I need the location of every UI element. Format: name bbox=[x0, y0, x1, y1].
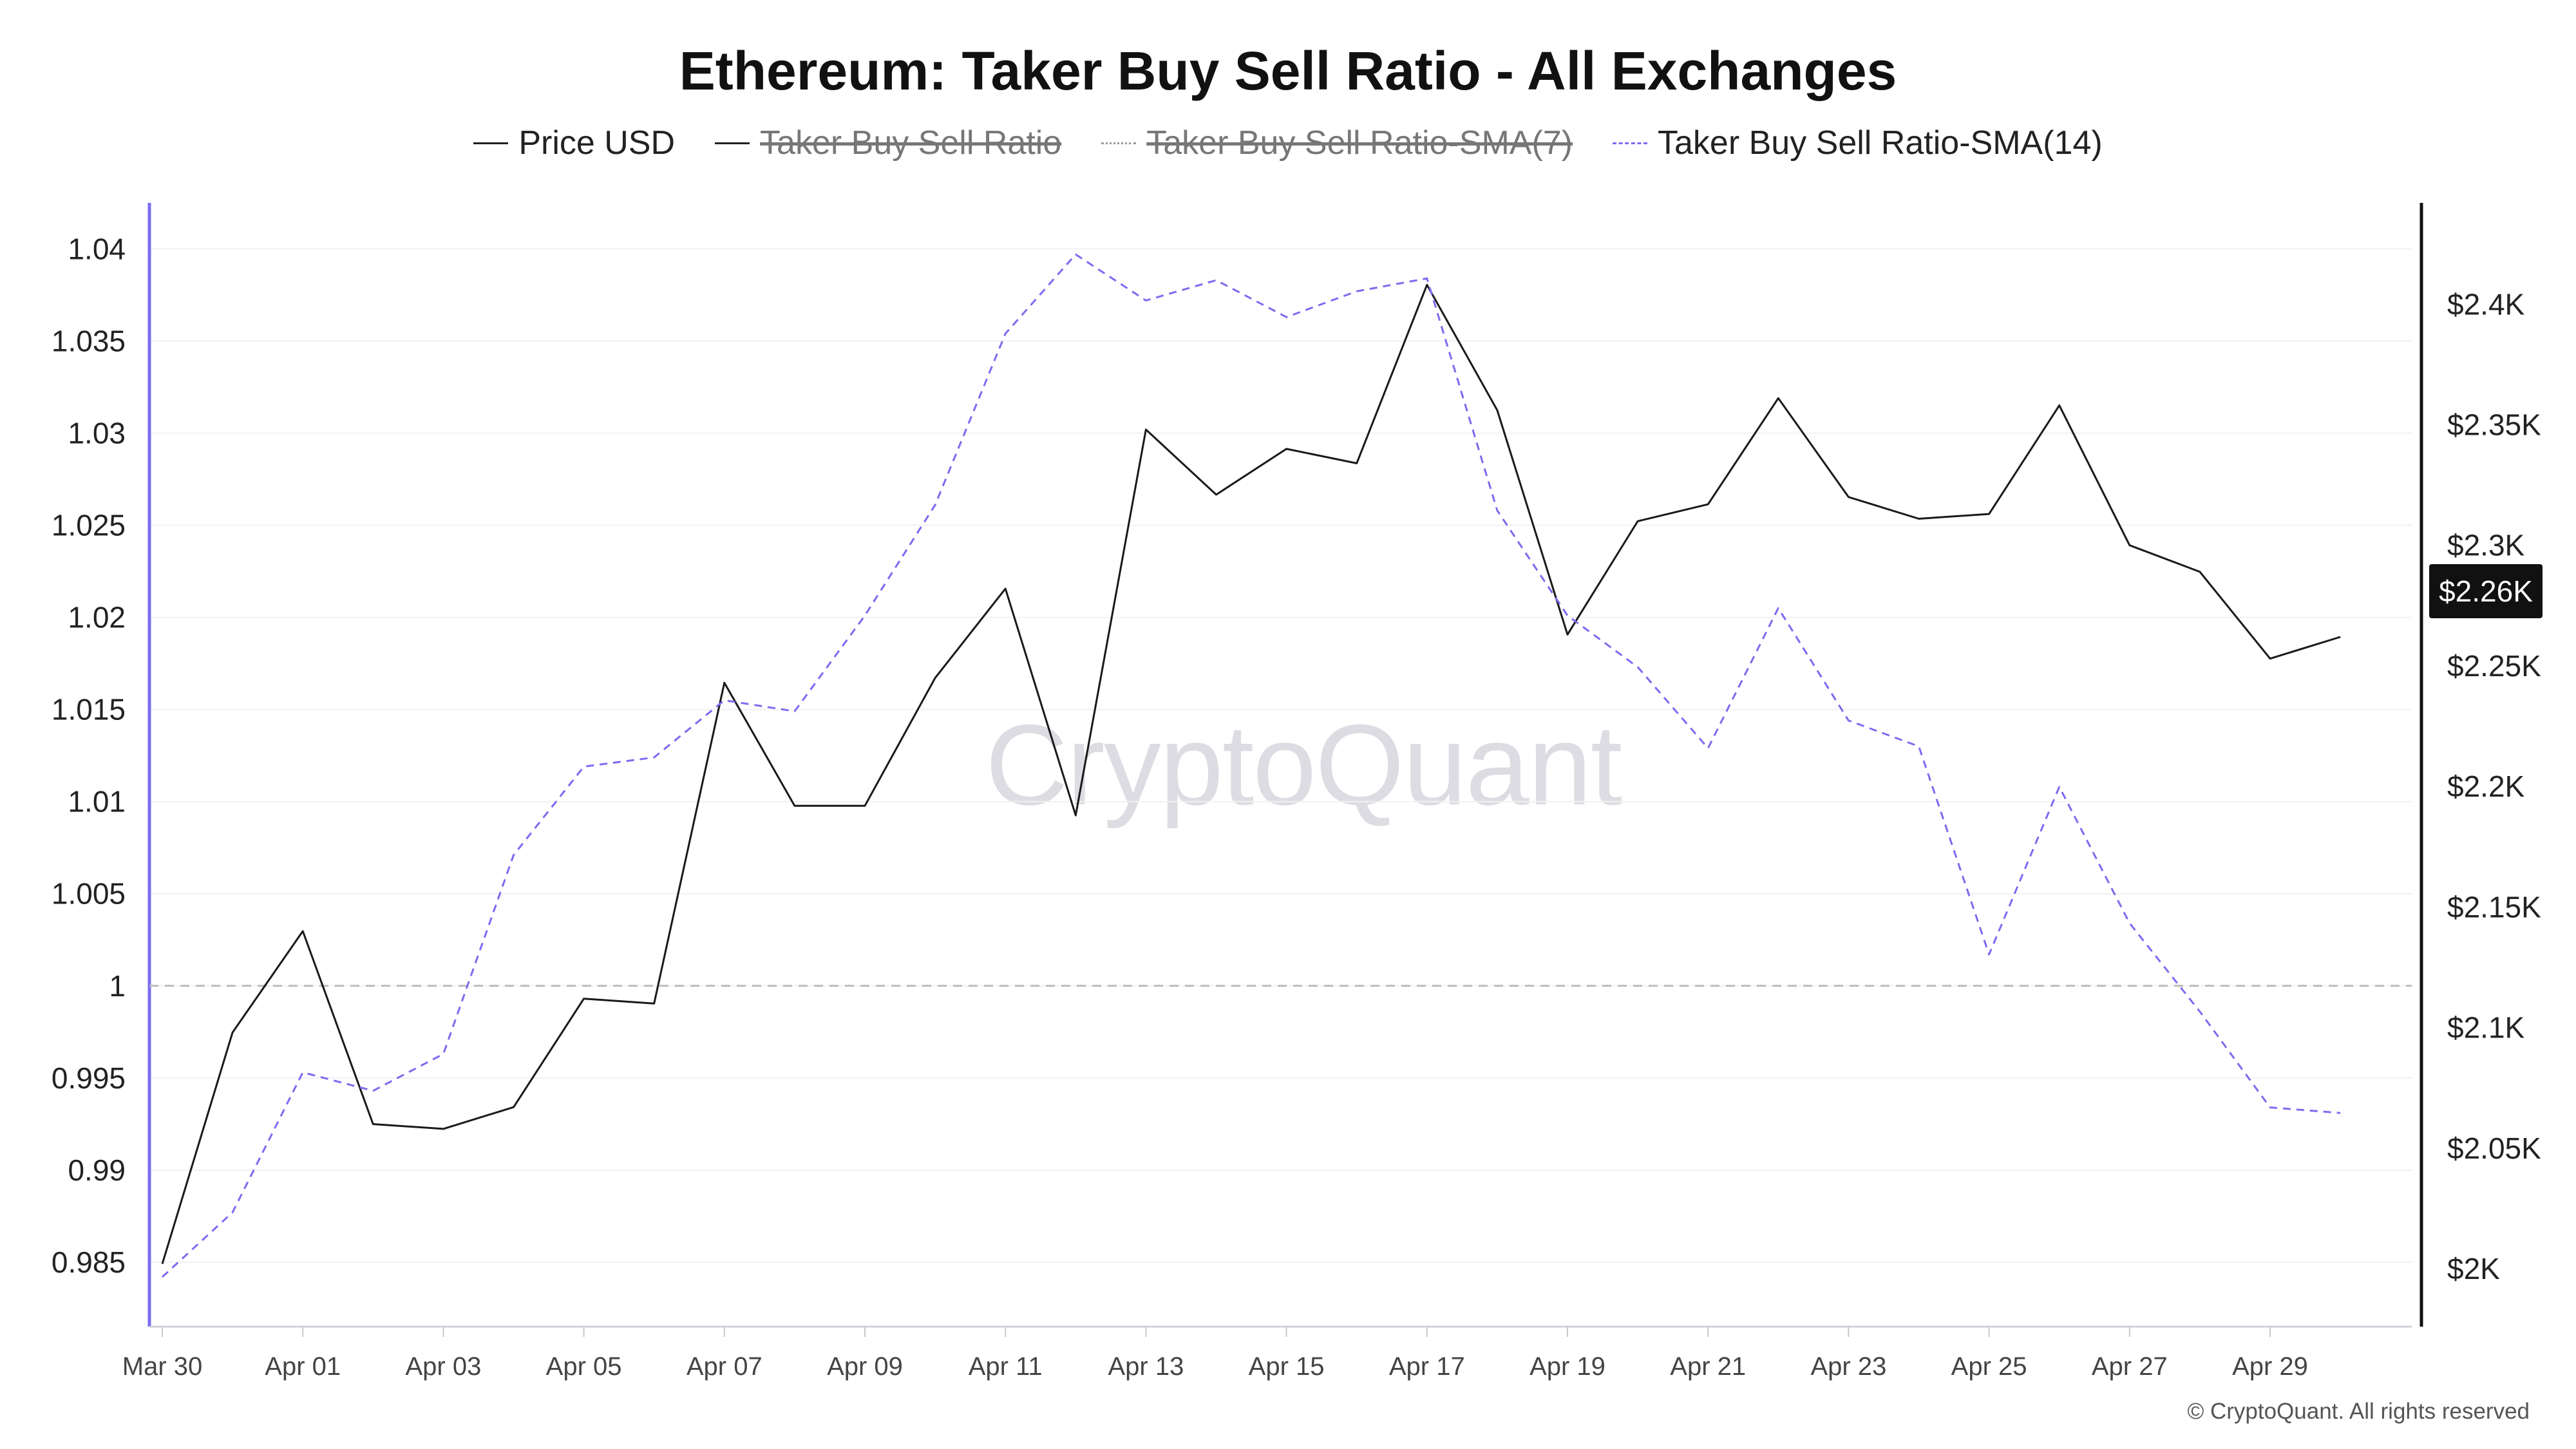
y-left-tick-label: 1.025 bbox=[52, 509, 126, 542]
price-usd-line bbox=[161, 283, 2341, 1265]
legend-item-price-usd[interactable]: Price USD bbox=[473, 124, 675, 162]
series-layer bbox=[161, 253, 2341, 1278]
x-tick-label: Apr 09 bbox=[827, 1352, 903, 1381]
sma14-line bbox=[161, 253, 2341, 1278]
y-left-tick-label: 1.01 bbox=[68, 785, 126, 819]
legend: Price USD Taker Buy Sell Ratio Taker Buy… bbox=[0, 124, 2576, 162]
legend-label-taker-buy-sell-ratio: Taker Buy Sell Ratio bbox=[760, 124, 1062, 162]
x-tick-label: Apr 19 bbox=[1530, 1352, 1605, 1381]
y-right-ticks: $2K $2.05K $2.1K $2.15K $2.2K $2.25K $2.3K $2.3… bbox=[2447, 287, 2541, 1285]
watermark: CryptoQuant bbox=[985, 701, 1622, 829]
copyright-notice: © CryptoQuant. All rights reserved bbox=[2187, 1399, 2530, 1424]
y-left-ticks: 0.985 0.99 0.995 1 1.005 1.01 1.015 1.02 1.025 1.… bbox=[52, 232, 126, 1279]
x-ticks: Mar 30 Apr 01 Apr 03 Apr 05 Apr 07 Apr 09 Apr … bbox=[122, 1327, 2308, 1381]
y-left-tick-label: 1 bbox=[109, 969, 126, 1003]
legend-item-taker-buy-sell-ratio[interactable]: Taker Buy Sell Ratio bbox=[715, 124, 1061, 162]
x-tick-label: Apr 03 bbox=[405, 1352, 481, 1381]
x-tick-label: Apr 29 bbox=[2232, 1352, 2308, 1381]
y-right-tick-label: $2.05K bbox=[2447, 1132, 2541, 1165]
x-tick-label: Apr 21 bbox=[1670, 1352, 1746, 1381]
y-left-tick-label: 0.99 bbox=[68, 1153, 126, 1187]
y-right-tick-label: $2.3K bbox=[2447, 529, 2525, 562]
y-right-tick-label: $2.35K bbox=[2447, 408, 2541, 442]
legend-swatch-price-usd bbox=[473, 142, 509, 144]
legend-swatch-taker-buy-sell-ratio bbox=[715, 142, 750, 144]
x-tick-label: Apr 25 bbox=[1951, 1352, 2027, 1381]
x-tick-label: Apr 27 bbox=[2092, 1352, 2168, 1381]
legend-label-sma14: Taker Buy Sell Ratio-SMA(14) bbox=[1658, 124, 2103, 162]
x-tick-label: Apr 11 bbox=[969, 1352, 1043, 1381]
x-tick-label: Apr 13 bbox=[1108, 1352, 1184, 1381]
current-price-badge: $2.26K bbox=[2429, 564, 2543, 618]
x-tick-label: Mar 30 bbox=[122, 1352, 203, 1381]
legend-item-sma7[interactable]: Taker Buy Sell Ratio-SMA(7) bbox=[1101, 124, 1573, 162]
y-left-tick-label: 0.995 bbox=[52, 1061, 126, 1095]
y-left-tick-label: 1.03 bbox=[68, 417, 126, 450]
y-right-tick-label: $2.25K bbox=[2447, 649, 2541, 683]
x-tick-label: Apr 07 bbox=[687, 1352, 762, 1381]
legend-label-sma7: Taker Buy Sell Ratio-SMA(7) bbox=[1146, 124, 1573, 162]
x-tick-label: Apr 01 bbox=[265, 1352, 341, 1381]
legend-swatch-sma7 bbox=[1101, 142, 1137, 144]
y-right-tick-label: $2K bbox=[2447, 1252, 2500, 1285]
legend-item-sma14[interactable]: Taker Buy Sell Ratio-SMA(14) bbox=[1613, 124, 2103, 162]
y-right-tick-label: $2.4K bbox=[2447, 287, 2525, 321]
chart-title: Ethereum: Taker Buy Sell Ratio - All Exc… bbox=[679, 41, 1897, 101]
y-left-tick-label: 1.035 bbox=[52, 325, 126, 358]
y-right-tick-label: $2.15K bbox=[2447, 890, 2541, 923]
y-right-tick-label: $2.2K bbox=[2447, 770, 2525, 803]
y-left-tick-label: 1.02 bbox=[68, 601, 126, 634]
y-left-tick-label: 1.015 bbox=[52, 693, 126, 726]
y-left-tick-label: 0.985 bbox=[52, 1245, 126, 1279]
x-tick-label: Apr 23 bbox=[1810, 1352, 1886, 1381]
y-left-tick-label: 1.04 bbox=[68, 232, 126, 266]
y-right-tick-label: $2.1K bbox=[2447, 1011, 2525, 1045]
legend-swatch-sma14 bbox=[1613, 142, 1647, 144]
x-tick-label: Apr 05 bbox=[546, 1352, 622, 1381]
x-tick-label: Apr 17 bbox=[1389, 1352, 1465, 1381]
y-left-tick-label: 1.005 bbox=[52, 877, 126, 911]
grid-layer bbox=[149, 248, 2412, 1263]
legend-label-price-usd: Price USD bbox=[518, 124, 676, 162]
x-tick-label: Apr 15 bbox=[1249, 1352, 1325, 1381]
